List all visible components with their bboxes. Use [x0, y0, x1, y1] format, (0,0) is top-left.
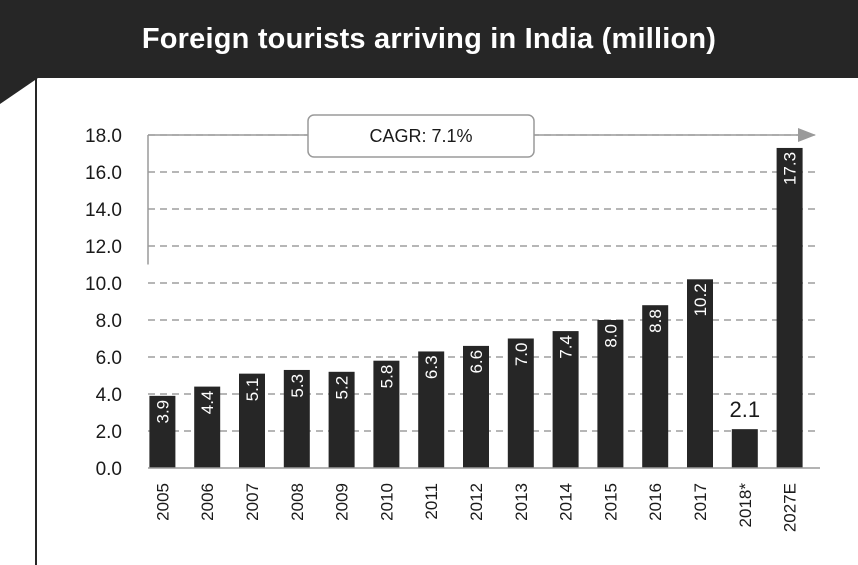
- bar-value-label: 5.2: [333, 376, 352, 400]
- bar-value-label: 17.3: [781, 152, 800, 185]
- cagr-arrowhead: [798, 128, 816, 142]
- bar: [149, 395, 176, 468]
- y-tick-label: 6.0: [96, 348, 122, 369]
- bar: [731, 429, 758, 468]
- bar: [463, 345, 489, 468]
- bar-value-label: 6.6: [467, 350, 486, 374]
- title-banner: [0, 0, 858, 78]
- bar: [642, 305, 669, 468]
- x-tick-label: 2008: [288, 483, 307, 521]
- bar-value-label: 6.3: [422, 355, 441, 379]
- x-tick-label: 2007: [243, 483, 262, 521]
- bar-value-label: 7.4: [557, 335, 576, 359]
- bar-value-label: 2.1: [730, 397, 761, 422]
- bar: [239, 373, 265, 468]
- x-tick-label: 2009: [333, 483, 352, 521]
- x-tick-label: 2014: [557, 483, 576, 521]
- bar: [597, 320, 624, 468]
- x-tick-label: 2006: [198, 483, 217, 521]
- x-tick-label: 2027E: [781, 483, 800, 532]
- bar-value-label: 7.0: [512, 343, 531, 367]
- bar: [687, 279, 713, 468]
- x-tick-label: 2018*: [736, 483, 755, 528]
- x-tick-label: 2016: [646, 483, 665, 521]
- x-tick-label: 2017: [691, 483, 710, 521]
- frame-left-border: [35, 78, 37, 565]
- x-tick-label: 2011: [422, 483, 441, 520]
- bar-value-label: 8.8: [646, 309, 665, 333]
- x-tick-label: 2010: [377, 483, 396, 521]
- banner-fold: [0, 78, 38, 104]
- y-tick-label: 16.0: [85, 163, 122, 184]
- bar-value-label: 5.8: [377, 365, 396, 389]
- y-tick-label: 10.0: [85, 274, 122, 295]
- y-tick-label: 2.0: [96, 422, 122, 443]
- x-tick-label: 2005: [153, 483, 172, 521]
- chart-title: Foreign tourists arriving in India (mill…: [141, 23, 717, 55]
- y-tick-label: 4.0: [96, 385, 122, 406]
- bar-value-label: 10.2: [691, 283, 710, 316]
- x-tick-label: 2015: [601, 483, 620, 521]
- bar-value-label: 5.3: [288, 374, 307, 398]
- bar: [776, 147, 803, 468]
- y-tick-label: 18.0: [85, 126, 122, 147]
- bar: [507, 338, 534, 468]
- bar: [552, 331, 579, 468]
- bar: [418, 351, 445, 468]
- bar-value-label: 3.9: [153, 400, 172, 424]
- x-tick-label: 2013: [512, 483, 531, 521]
- bar: [283, 369, 310, 468]
- bar: [373, 360, 400, 468]
- y-tick-label: 14.0: [85, 200, 122, 221]
- bar: [194, 386, 221, 468]
- bar-value-label: 8.0: [601, 324, 620, 348]
- cagr-label: CAGR: 7.1%: [369, 126, 472, 146]
- bar: [328, 371, 355, 468]
- y-tick-label: 12.0: [85, 237, 122, 258]
- y-tick-label: 0.0: [96, 459, 122, 480]
- x-tick-label: 2012: [467, 483, 486, 521]
- y-tick-label: 8.0: [96, 311, 122, 332]
- bar-value-label: 5.1: [243, 378, 262, 402]
- bar-value-label: 4.4: [198, 391, 217, 415]
- cagr-box: [307, 114, 535, 158]
